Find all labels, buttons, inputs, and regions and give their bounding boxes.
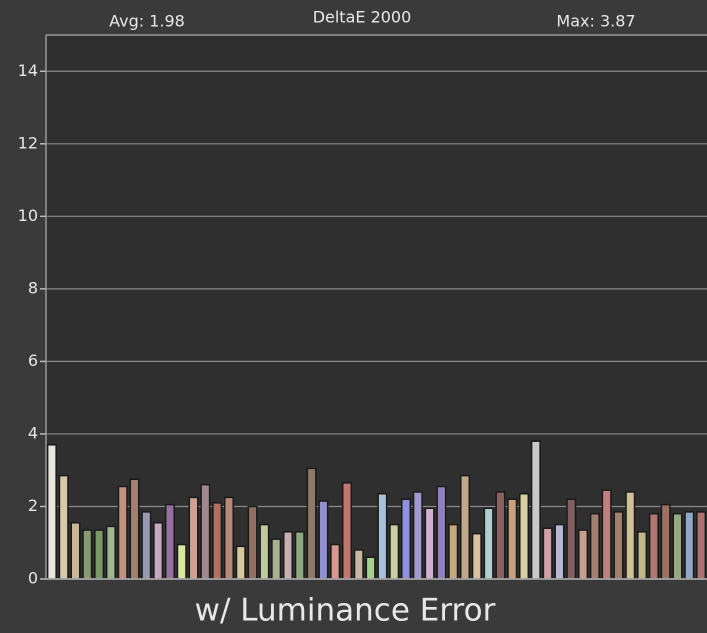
bar: [519, 493, 530, 580]
y-tick-label: 0: [28, 569, 38, 588]
bar: [389, 523, 400, 580]
bar: [176, 543, 187, 580]
bar: [105, 525, 116, 580]
bar: [530, 440, 541, 580]
bar: [637, 531, 648, 580]
bar: [200, 483, 211, 580]
bar: [129, 478, 140, 580]
bar: [613, 511, 624, 580]
max-label: Max: 3.87: [556, 12, 635, 31]
bar: [589, 512, 600, 580]
bar: [306, 467, 317, 580]
bar: [696, 511, 707, 580]
bar: [282, 531, 293, 580]
bar: [94, 529, 105, 580]
bar: [684, 511, 695, 580]
bar: [412, 491, 423, 580]
bar: [601, 489, 612, 580]
bar: [566, 498, 577, 580]
x-axis-label: w/ Luminance Error: [195, 593, 496, 629]
y-tick-label: 2: [28, 496, 38, 515]
bar: [424, 507, 435, 580]
bar: [117, 485, 128, 580]
bar: [353, 549, 364, 580]
bar: [330, 543, 341, 580]
bar: [448, 523, 459, 580]
bar: [401, 498, 412, 580]
bar: [341, 482, 352, 580]
bar: [235, 545, 246, 580]
y-tick-label: 4: [28, 423, 38, 442]
bar: [82, 529, 93, 580]
bar: [648, 512, 659, 580]
bar: [495, 491, 506, 580]
bar: [554, 523, 565, 580]
bar: [70, 522, 81, 580]
bar: [318, 500, 329, 580]
bar: [153, 522, 164, 580]
bar: [212, 502, 223, 580]
avg-label: Avg: 1.98: [109, 12, 185, 31]
bar: [46, 444, 57, 580]
bar: [483, 507, 494, 580]
bar: [188, 496, 199, 580]
bar: [460, 474, 471, 580]
bar: [436, 485, 447, 580]
bar: [58, 474, 69, 580]
bar: [271, 538, 282, 580]
chart-title: DeltaE 2000: [313, 8, 412, 27]
y-tick-label: 12: [18, 133, 38, 152]
bar: [471, 532, 482, 580]
bar: [377, 493, 388, 580]
bar: [247, 505, 258, 580]
y-tick-label: 8: [28, 278, 38, 297]
bar: [259, 523, 270, 580]
bar: [625, 491, 636, 580]
bar: [672, 512, 683, 580]
bar: [578, 529, 589, 580]
bar: [164, 503, 175, 580]
bar: [660, 503, 671, 580]
plot-area: [46, 35, 707, 579]
bar: [294, 531, 305, 580]
bar: [223, 496, 234, 580]
bar: [365, 556, 376, 580]
bar: [141, 511, 152, 580]
y-tick-label: 6: [28, 351, 38, 370]
bar: [542, 527, 553, 580]
bar: [507, 498, 518, 580]
y-tick-label: 14: [18, 61, 38, 80]
y-tick-label: 10: [18, 206, 38, 225]
